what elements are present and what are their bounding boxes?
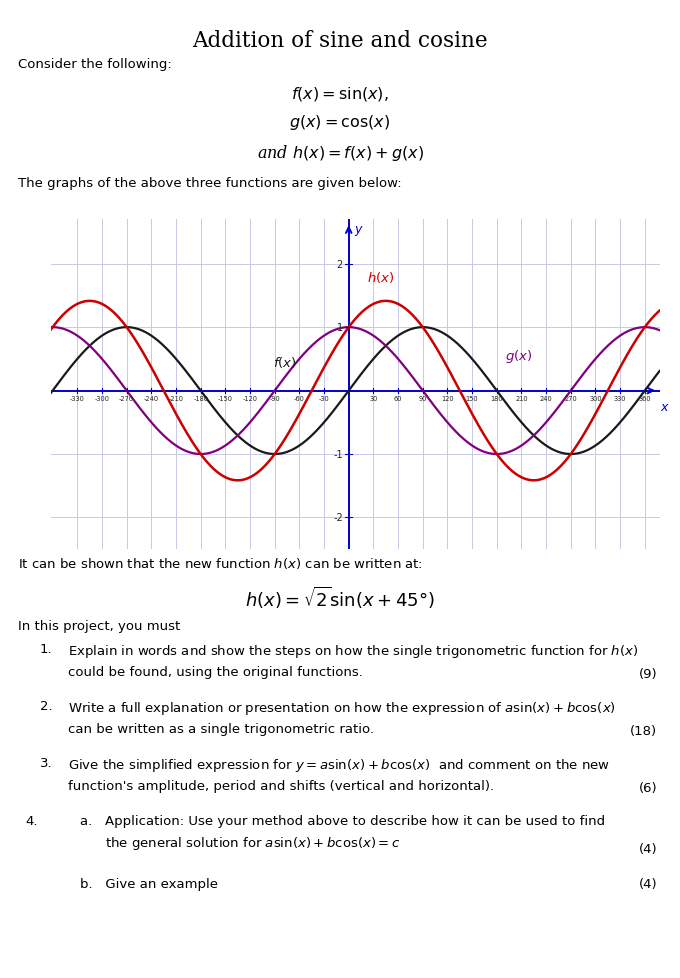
Text: y: y [354, 223, 362, 237]
Text: (4): (4) [639, 877, 657, 890]
Text: -300: -300 [95, 396, 109, 402]
Text: (18): (18) [630, 725, 657, 737]
Text: 2: 2 [337, 259, 343, 269]
Text: -150: -150 [218, 396, 233, 402]
Text: 300: 300 [589, 396, 602, 402]
Text: 3.: 3. [40, 756, 52, 770]
Text: 150: 150 [466, 396, 479, 402]
Text: (9): (9) [639, 667, 657, 681]
Text: 4.: 4. [25, 814, 37, 827]
Text: -270: -270 [119, 396, 134, 402]
Text: $g(x) = \cos(x)$: $g(x) = \cos(x)$ [290, 112, 390, 132]
Text: $h(x) = \sqrt{2}\sin(x + 45°)$: $h(x) = \sqrt{2}\sin(x + 45°)$ [245, 585, 435, 610]
Text: 210: 210 [515, 396, 528, 402]
Text: Give the simplified expression for $y = a\sin(x) + b\cos(x)$  and comment on the: Give the simplified expression for $y = … [68, 756, 610, 792]
Text: It can be shown that the new function $h(x)$ can be written at:: It can be shown that the new function $h… [18, 556, 423, 570]
Text: -240: -240 [143, 396, 159, 402]
Text: b.   Give an example: b. Give an example [80, 877, 218, 890]
Text: Addition of sine and cosine: Addition of sine and cosine [192, 30, 488, 52]
Text: The graphs of the above three functions are given below:: The graphs of the above three functions … [18, 177, 402, 190]
Text: -330: -330 [70, 396, 85, 402]
Text: 90: 90 [419, 396, 427, 402]
Text: Explain in words and show the steps on how the single trigonometric function for: Explain in words and show the steps on h… [68, 643, 639, 679]
Text: 60: 60 [394, 396, 403, 402]
Text: -90: -90 [269, 396, 280, 402]
Text: 1: 1 [337, 323, 343, 333]
Text: and $h(x) = f(x) + g(x)$: and $h(x) = f(x) + g(x)$ [256, 143, 424, 162]
Text: x: x [660, 401, 668, 414]
Text: 180: 180 [490, 396, 503, 402]
Text: -1: -1 [333, 450, 343, 460]
Text: 330: 330 [614, 396, 626, 402]
Text: 270: 270 [564, 396, 577, 402]
Text: -180: -180 [193, 396, 208, 402]
Text: (4): (4) [639, 842, 657, 855]
Text: 1.: 1. [40, 643, 52, 655]
Text: 240: 240 [540, 396, 552, 402]
Text: 360: 360 [639, 396, 651, 402]
Text: $g(x)$: $g(x)$ [505, 347, 532, 365]
Text: $h(x)$: $h(x)$ [367, 270, 394, 286]
Text: -120: -120 [243, 396, 258, 402]
Text: -60: -60 [294, 396, 305, 402]
Text: $f(x)$: $f(x)$ [273, 355, 296, 370]
Text: (6): (6) [639, 781, 657, 794]
Text: a.   Application: Use your method above to describe how it can be used to find
 : a. Application: Use your method above to… [80, 814, 605, 851]
Text: -210: -210 [169, 396, 184, 402]
Text: 2.: 2. [40, 699, 52, 712]
Text: In this project, you must: In this project, you must [18, 619, 180, 633]
Text: -2: -2 [333, 512, 343, 523]
Text: 120: 120 [441, 396, 454, 402]
Text: 30: 30 [369, 396, 377, 402]
Text: -30: -30 [319, 396, 329, 402]
Text: Write a full explanation or presentation on how the expression of $a\sin(x) + b\: Write a full explanation or presentation… [68, 699, 616, 735]
Text: Consider the following:: Consider the following: [18, 58, 172, 71]
Text: $f(x) = \sin(x),$: $f(x) = \sin(x),$ [291, 85, 389, 103]
